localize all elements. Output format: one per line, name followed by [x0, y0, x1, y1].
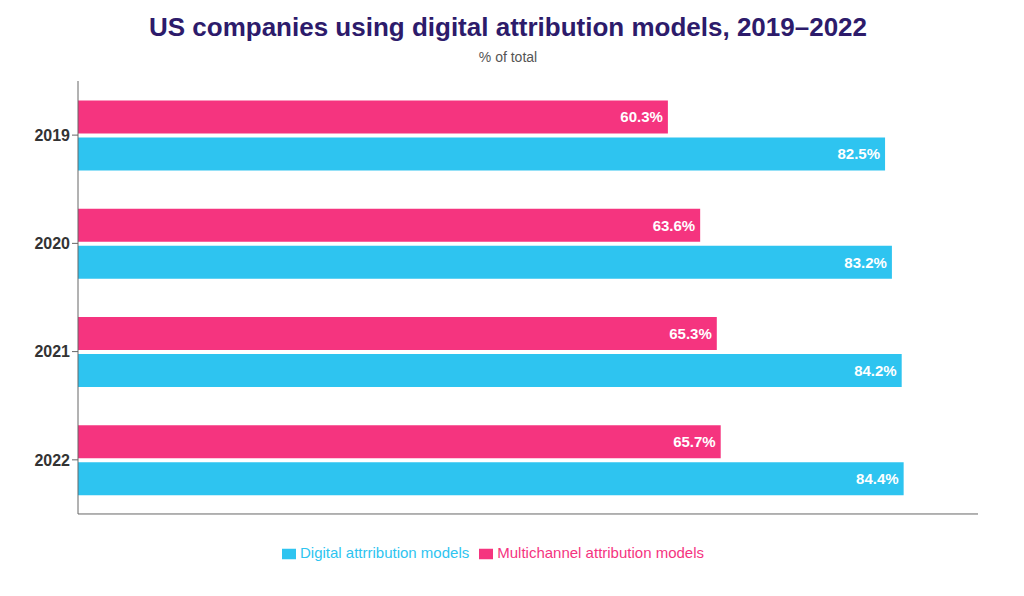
svg-text:83.2%: 83.2%	[844, 254, 887, 271]
svg-text:2019: 2019	[34, 127, 70, 144]
svg-text:65.7%: 65.7%	[673, 433, 716, 450]
html-text:% of total: % of total	[478, 49, 538, 65]
svg-text:84.2%: 84.2%	[854, 362, 897, 379]
svg-text:2020: 2020	[34, 235, 70, 252]
html-text:US companies using digital att: US companies using digital attribution m…	[149, 12, 867, 42]
svg-text:82.5%: 82.5%	[838, 145, 881, 162]
html-text:Multichannel attribution model: Multichannel attribution models	[497, 544, 704, 561]
svg-text:2022: 2022	[34, 452, 70, 469]
html-text:Digital attrribution models: Digital attrribution models	[300, 544, 470, 561]
svg-text:65.3%: 65.3%	[669, 325, 712, 342]
svg-text:84.4%: 84.4%	[856, 470, 899, 487]
svg-text:63.6%: 63.6%	[653, 217, 696, 234]
svg-text:2021: 2021	[34, 343, 70, 360]
svg-text:60.3%: 60.3%	[620, 108, 663, 125]
